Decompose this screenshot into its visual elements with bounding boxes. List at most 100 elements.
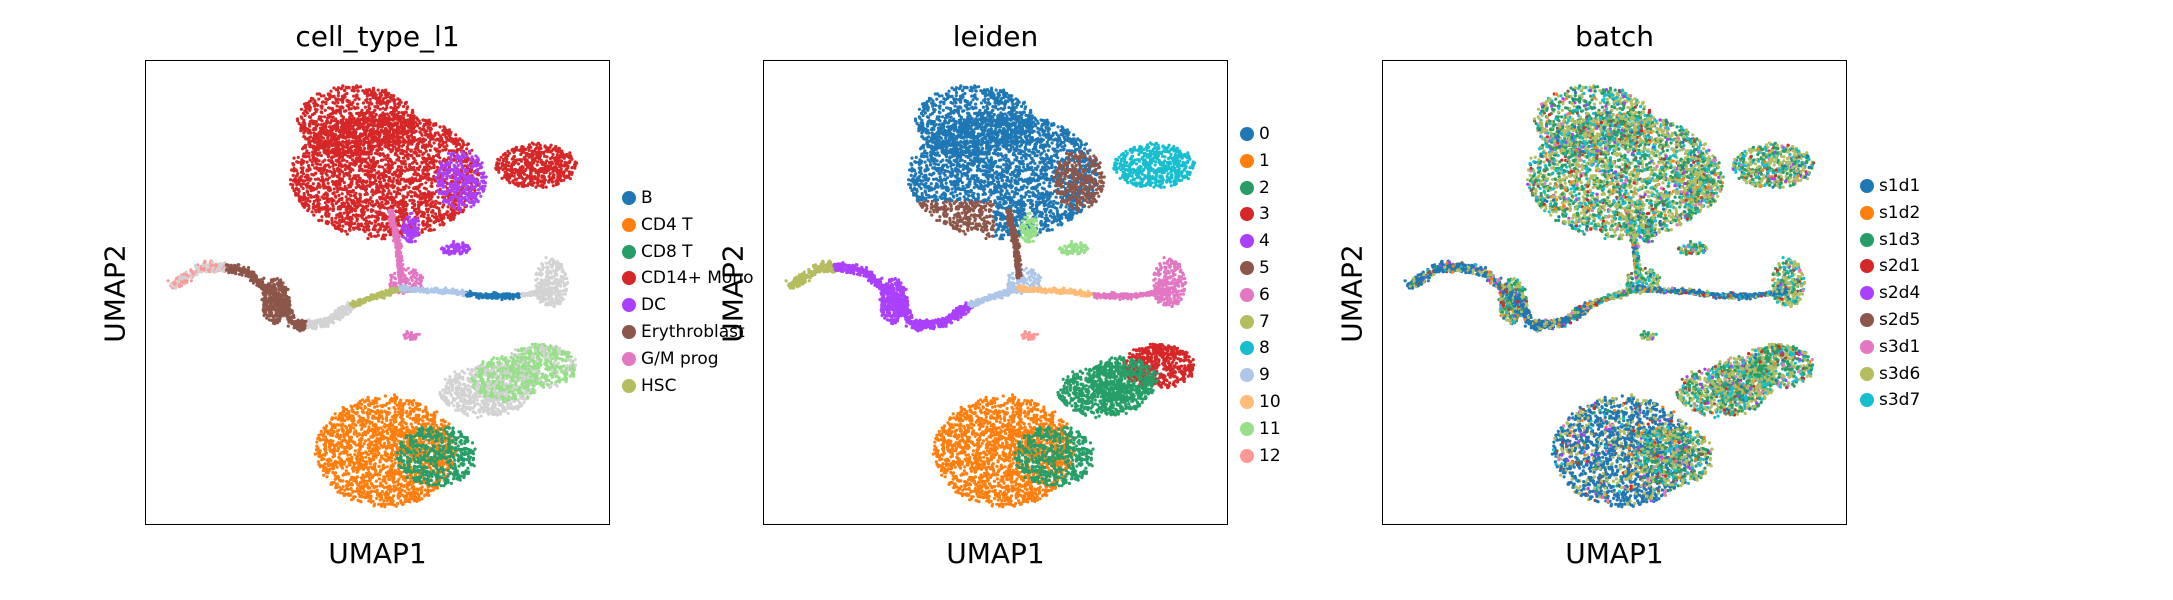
scatter-point: [477, 191, 481, 195]
scatter-point: [440, 220, 444, 224]
scatter-point: [448, 136, 452, 140]
scatter-point: [464, 187, 469, 191]
scatter-point: [408, 189, 412, 194]
scatter-point: [361, 101, 365, 105]
scatter-point: [396, 149, 400, 153]
scatter-point: [446, 151, 451, 156]
scatter-point: [328, 93, 332, 97]
scatter-point: [330, 218, 334, 222]
scatter-point: [501, 168, 505, 172]
scatter-point: [536, 174, 541, 178]
scatter-point: [461, 180, 465, 184]
scatter-point: [367, 215, 371, 219]
scatter-point: [317, 168, 321, 173]
scatter-point: [352, 227, 356, 231]
scatter-point: [407, 119, 411, 124]
scatter-point: [371, 208, 375, 212]
scatter-point: [474, 194, 478, 198]
scatter-point: [517, 175, 521, 180]
scatter-point: [405, 168, 410, 172]
scatter-point: [405, 411, 409, 415]
scatter-point: [552, 168, 556, 173]
scatter-point: [349, 198, 353, 202]
scatter-point: [438, 191, 442, 195]
scatter-point: [404, 100, 408, 104]
scatter-point: [410, 179, 414, 183]
scatter-point: [399, 100, 403, 104]
scatter-point: [366, 225, 370, 229]
scatter-point: [313, 156, 317, 161]
scatter-point: [442, 157, 446, 161]
scatter-point: [421, 118, 425, 122]
scatter-point: [376, 126, 380, 131]
scatter-point: [312, 152, 316, 156]
scatter-point: [364, 160, 368, 164]
scatter-point: [369, 175, 373, 179]
scatter-point: [356, 197, 360, 201]
scatter-point: [445, 170, 449, 174]
scatter-point: [419, 174, 423, 178]
scatter-point: [369, 215, 374, 219]
scatter-point: [310, 160, 314, 164]
scatter-point: [415, 116, 419, 120]
scatter-point: [424, 194, 428, 198]
scatter-point: [363, 165, 367, 169]
scatter-point: [408, 167, 412, 171]
scatter-point: [383, 137, 387, 141]
scatter-point: [448, 217, 452, 221]
scatter-point: [409, 148, 413, 152]
scatter-point: [328, 106, 332, 110]
scatter-point: [384, 214, 388, 219]
scatter-point: [313, 101, 317, 105]
scatter-point: [421, 156, 425, 160]
scatter-point: [386, 101, 390, 105]
scatter-point: [456, 153, 460, 157]
scatter-point: [395, 192, 399, 196]
scatter-point: [428, 191, 432, 195]
scatter-point: [314, 210, 318, 214]
scatter-point: [348, 221, 352, 225]
scatter-point: [475, 169, 479, 173]
scatter-point: [507, 161, 511, 165]
scatter-point: [340, 105, 344, 109]
scatter-point: [384, 233, 388, 237]
scatter-point: [306, 190, 310, 194]
scatter-point: [370, 136, 375, 140]
scatter-point: [380, 113, 384, 118]
scatter-point: [323, 201, 327, 205]
scatter-point: [393, 130, 397, 134]
scatter-point: [330, 221, 334, 225]
scatter-point: [512, 155, 516, 159]
scatter-point: [357, 419, 361, 423]
scatter-point: [378, 130, 383, 134]
scatter-point: [299, 184, 303, 188]
scatter-point: [399, 160, 403, 164]
scatter-point: [334, 181, 338, 185]
scatter-point: [418, 130, 422, 134]
scatter-point: [334, 129, 338, 133]
scatter-point: [415, 161, 419, 166]
scatter-point: [341, 224, 345, 228]
scatter-point: [390, 97, 394, 101]
scatter-point: [308, 167, 312, 171]
scatter-point: [405, 195, 409, 199]
scatter-point: [397, 188, 401, 192]
scatter-point: [345, 213, 349, 217]
scatter-point: [387, 91, 391, 96]
scatter-point: [403, 159, 407, 163]
scatter-point: [374, 178, 378, 183]
scatter-point: [357, 168, 361, 173]
scatter-point: [369, 166, 373, 170]
scatter-point: [336, 97, 340, 101]
scatter-point: [359, 163, 363, 168]
scatter-point: [368, 198, 372, 202]
scatter-point: [342, 136, 346, 140]
scatter-point: [560, 155, 564, 159]
scatter-point: [432, 192, 436, 196]
scatter-point: [410, 129, 414, 133]
scatter-point: [308, 186, 312, 190]
scatter-point: [352, 140, 356, 144]
scatter-point: [302, 102, 307, 106]
scatter-point: [383, 178, 387, 182]
scatter-point: [342, 219, 346, 223]
